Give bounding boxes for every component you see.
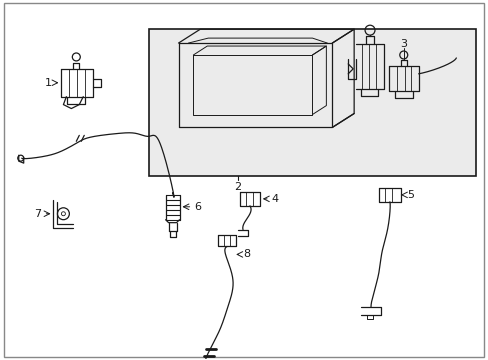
Text: 6: 6 [194, 202, 201, 212]
Text: 5: 5 [406, 190, 413, 200]
Text: 3: 3 [400, 39, 407, 49]
Text: 7: 7 [34, 209, 41, 219]
Text: 1: 1 [44, 78, 51, 88]
Bar [148, 29, 475, 176]
Text: 8: 8 [243, 249, 250, 260]
Text: 4: 4 [271, 194, 278, 204]
Text: 2: 2 [234, 182, 241, 192]
